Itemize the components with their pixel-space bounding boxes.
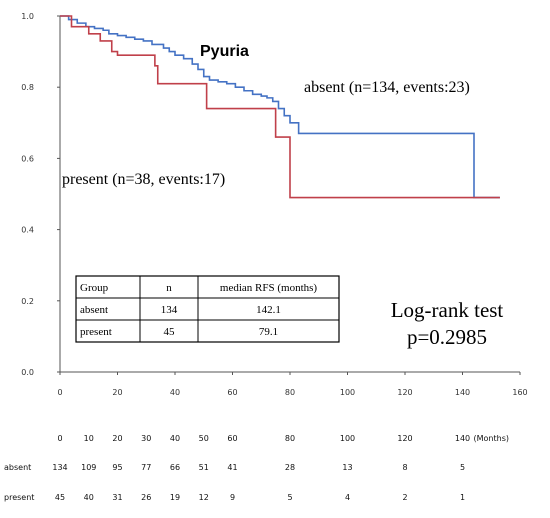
survival-curves [60,15,500,199]
risk-count: 95 [112,463,122,472]
present-series-label: present (n=38, events:17) [62,171,225,188]
table-cell: absent [80,304,108,316]
table-header-cell: n [166,282,172,294]
risk-time-label: 0 [57,434,62,443]
table-cell: 45 [164,326,176,338]
x-tick-label: 120 [397,388,412,397]
x-tick-label: 20 [112,388,122,397]
table-header-cell: median RFS (months) [220,282,318,294]
table-border [75,275,340,343]
risk-count: 13 [342,463,352,472]
risk-count: 26 [141,493,151,502]
risk-count: 41 [227,463,237,472]
risk-count: 51 [199,463,209,472]
risk-row-label: present [4,493,34,502]
risk-time-label: 20 [112,434,122,443]
risk-count: 9 [230,493,235,502]
table-cell: present [80,326,112,338]
x-tick-label: 140 [455,388,470,397]
risk-time-label: 140 [455,434,470,443]
risk-count: 134 [52,463,67,472]
risk-count: 19 [170,493,180,502]
risk-row-label: absent [4,463,31,472]
risk-count: 28 [285,463,295,472]
risk-time-label: 10 [84,434,94,443]
risk-count: 66 [170,463,180,472]
y-tick-label: 0.6 [21,154,34,163]
y-tick-label: 0.4 [21,226,34,235]
number-at-risk-table: 0 10 20 30 40 50 60 80 100 120 140 (Months)absent 13… [4,434,509,502]
table-cell: 142.1 [256,304,281,316]
risk-count: 8 [402,463,407,472]
table-header-cell: Group [80,282,109,294]
y-tick-label: 0.2 [21,297,34,306]
risk-time-label: 40 [170,434,180,443]
risk-count: 31 [112,493,122,502]
risk-count: 109 [81,463,96,472]
x-tick-label: 160 [512,388,527,397]
risk-time-label: 60 [227,434,237,443]
median-rfs-table: Group n median RFS (months) absent 134 142.1 p… [75,275,340,343]
y-tick-label: 1.0 [21,12,34,21]
x-tick-label: 100 [340,388,355,397]
risk-count: 45 [55,493,65,502]
risk-count: 40 [84,493,94,502]
risk-count: 2 [402,493,407,502]
logrank-p-value: p=0.2985 [407,325,487,349]
risk-count: 5 [460,463,465,472]
risk-time-unit: (Months) [474,434,509,443]
y-tick-label: 0.0 [21,368,34,377]
axes [57,15,521,375]
x-tick-label: 0 [57,388,62,397]
risk-count: 12 [199,493,209,502]
tick-labels: 0.0 0.2 0.4 0.6 0.8 1.0 0 20 40 60 80 100 120 140 160 [21,12,527,397]
x-tick-label: 80 [285,388,295,397]
risk-time-label: 80 [285,434,295,443]
risk-time-label: 100 [340,434,355,443]
risk-time-label: 50 [199,434,209,443]
risk-time-label: 30 [141,434,151,443]
x-tick-label: 40 [170,388,180,397]
table-cell: 79.1 [259,326,278,338]
logrank-title: Log-rank test [391,298,504,322]
x-tick-label: 60 [227,388,237,397]
present-survival-curve [60,15,500,199]
risk-time-label: 120 [397,434,412,443]
chart-title: Pyuria [200,43,249,60]
risk-count: 5 [287,493,292,502]
absent-series-label: absent (n=134, events:23) [304,79,470,96]
y-tick-label: 0.8 [21,83,34,92]
risk-count: 1 [460,493,465,502]
risk-count: 77 [141,463,151,472]
risk-count: 4 [345,493,350,502]
absent-survival-curve [60,15,500,199]
table-cell: 134 [161,304,178,316]
